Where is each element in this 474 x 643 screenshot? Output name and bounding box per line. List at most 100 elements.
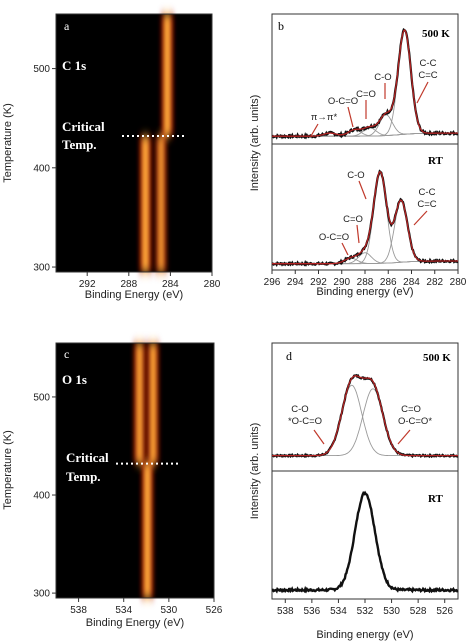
b-xtick-label-0: 296	[264, 277, 281, 288]
panel-d-bottom-curves	[271, 490, 459, 594]
b-bot-ann-co: C-O	[347, 170, 364, 181]
b-top-arrow-ocoo	[347, 106, 354, 128]
panel-a-y-ticks: 300 400 500	[33, 64, 56, 274]
d-xtick-label-6: 526	[436, 606, 453, 617]
b-top-ann-co: C-O	[374, 72, 391, 83]
b-bot-arrow-cc	[413, 210, 428, 226]
b-xtick-label-7: 282	[426, 277, 443, 288]
panel-a-plot-area	[56, 14, 212, 272]
d-xtick-label-5: 528	[410, 606, 427, 617]
d-top-ann-left-2: *O-C=O	[288, 416, 322, 427]
panel-c-letter: c	[64, 347, 69, 361]
panel-b-ylabel: Intensity (arb. units)	[249, 95, 261, 192]
panel-c-critical-line2: Temp.	[66, 469, 101, 484]
b-xtick-label-6: 284	[403, 277, 420, 288]
a-xtick-label-2: 284	[162, 279, 179, 290]
d-top-ann-left-1: C-O	[291, 404, 308, 415]
c-band-peak-2	[146, 463, 149, 598]
panel-c-x-ticks: 538 534 530 526	[70, 598, 223, 616]
b-xtick-label-3: 290	[333, 277, 350, 288]
panel-d-ylabel: Intensity (arb. units)	[249, 423, 261, 520]
b-bot-ann-ocoo: O-C=O	[319, 232, 349, 243]
b-bot-arrow-co	[358, 180, 367, 200]
b-bot-ann-cc-2: C=C	[417, 199, 436, 210]
a-band-peak-1	[144, 136, 147, 272]
b-top-ann-cc-1: C-C	[420, 58, 437, 69]
b-xtick-label-1: 294	[287, 277, 304, 288]
panel-b-bottom-curves	[271, 169, 459, 267]
panel-a-xlabel: Binding Energy (eV)	[85, 289, 183, 301]
d-xtick-label-1: 536	[304, 606, 321, 617]
b-xtick-label-8: 280	[450, 277, 467, 288]
b-bot-arrow-c-o-double	[356, 224, 360, 244]
panel-b-letter: b	[278, 19, 284, 33]
c-ytick-label-2: 500	[33, 392, 50, 403]
panel-c-y-ticks: 300 400 500	[33, 392, 56, 600]
b-top-ann-c-o-double: C=O	[356, 89, 376, 100]
b-xtick-label-2: 292	[310, 277, 327, 288]
panel-d-xlabel: Binding energy (eV)	[316, 629, 413, 641]
d-bot-raw-data	[271, 490, 459, 594]
panel-d-top-condition: 500 K	[423, 352, 451, 364]
panel-b-top-curves	[271, 28, 459, 140]
b-bot-component-1	[272, 200, 458, 265]
a-ytick-label-1: 400	[33, 163, 50, 174]
panel-b-x-ticks: 296 294 292 290 288 286 284 282 280	[264, 270, 467, 288]
a-xtick-label-1: 288	[120, 279, 137, 290]
c-xtick-label-2: 530	[161, 605, 178, 616]
b-xtick-label-4: 288	[357, 277, 374, 288]
panel-b-bottom-condition: RT	[428, 155, 444, 167]
d-xtick-label-2: 534	[330, 606, 347, 617]
d-top-ann-right-1: C=O	[401, 404, 421, 415]
b-xtick-label-5: 286	[380, 277, 397, 288]
panel-b: b 500 K RT C-C C=C C-O C=O O-C=O π→π* C-…	[249, 13, 467, 298]
a-ytick-label-0: 300	[33, 263, 50, 274]
c-xtick-label-1: 534	[115, 605, 132, 616]
b-top-ann-pi: π→π*	[311, 112, 338, 123]
panel-c-bands	[133, 343, 160, 598]
panel-a-critical-line1: Critical	[62, 119, 105, 134]
panel-a-element-label: C 1s	[62, 58, 86, 73]
b-bot-ann-cc-1: C-C	[419, 187, 436, 198]
panel-c-element-label: O 1s	[62, 372, 87, 387]
panel-a-critical-line2: Temp.	[62, 137, 97, 152]
b-top-raw-data	[271, 28, 459, 140]
c-band-peak-0	[138, 343, 141, 464]
a-band-peak-2	[159, 136, 163, 272]
panel-a-frame	[55, 13, 213, 273]
b-bot-raw-data	[271, 169, 459, 267]
d-top-arrow-right	[397, 429, 411, 445]
panel-c-frame	[55, 342, 215, 599]
c-ytick-label-1: 400	[33, 491, 50, 502]
b-bot-arrow-ocoo	[341, 242, 349, 256]
panel-c-ylabel: Temperature (K)	[2, 430, 14, 509]
d-top-ann-right-2: O-C=O*	[398, 416, 432, 427]
d-xtick-label-0: 538	[277, 606, 294, 617]
panel-c-xlabel: Binding Energy (eV)	[86, 617, 184, 629]
panel-d-x-ticks: 538 536 534 532 530 528 526	[277, 599, 453, 617]
c-xtick-label-3: 526	[206, 605, 223, 616]
d-top-arrow-left	[313, 429, 325, 445]
c-ytick-label-0: 300	[33, 589, 50, 600]
a-xtick-label-3: 280	[204, 279, 221, 290]
b-top-ann-ocoo: O-C=O	[328, 96, 358, 107]
c-band-peak-1	[151, 343, 155, 464]
panel-d-bottom-condition: RT	[428, 493, 444, 505]
panel-c-critical-line1: Critical	[66, 450, 109, 465]
a-xtick-label-0: 292	[79, 279, 96, 290]
panel-a-ylabel: Temperature (K)	[2, 103, 14, 182]
b-top-fit-envelope	[272, 29, 458, 137]
panel-c: c O 1s Critical Temp. 538 534 530 526 300 40…	[2, 342, 223, 629]
panel-a-letter: a	[64, 19, 70, 33]
b-top-component-0	[272, 29, 458, 137]
panel-d-bottom-frame	[271, 470, 459, 600]
a-band-peak-0	[166, 14, 169, 137]
b-top-ann-cc-2: C=C	[418, 70, 437, 81]
panel-d-letter: d	[286, 349, 292, 363]
panel-b-xlabel: Binding energy (eV)	[316, 286, 413, 298]
panel-a-bands	[139, 14, 174, 272]
d-xtick-label-3: 532	[357, 606, 374, 617]
b-top-arrow-pi	[310, 123, 319, 137]
b-bot-fit-envelope	[272, 171, 458, 265]
